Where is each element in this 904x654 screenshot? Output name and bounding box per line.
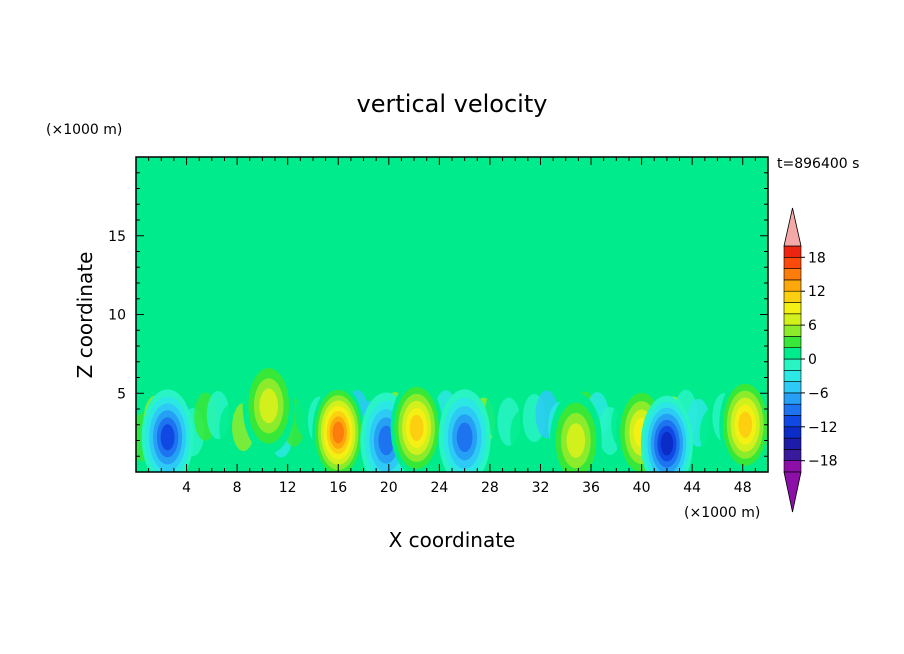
downdraft-core xyxy=(438,389,491,472)
updraft-core xyxy=(390,379,443,472)
x-tick-label: 40 xyxy=(633,480,651,496)
x-tick-label: 16 xyxy=(329,480,347,496)
colorbar-segment xyxy=(783,381,802,394)
weak-updraft-zone xyxy=(398,290,463,337)
colorbar-segment xyxy=(783,245,802,258)
updraft-core xyxy=(242,357,295,454)
updraft-contour xyxy=(738,411,753,438)
colorbar-under-triangle xyxy=(783,471,802,513)
colorbar: 18 12 6 0 −6 −12 −18 xyxy=(783,207,838,513)
colorbar-segment xyxy=(783,392,802,405)
weak-updraft-zone xyxy=(331,157,415,186)
x-tick-label: 32 xyxy=(532,480,550,496)
updraft-contour xyxy=(259,388,278,424)
colorbar-segment xyxy=(783,256,802,269)
colorbar-label: −6 xyxy=(808,386,829,402)
downdraft-contour xyxy=(378,425,395,456)
colorbar-label: 0 xyxy=(808,352,817,368)
x-tick-label: 48 xyxy=(734,480,752,496)
colorbar-segment xyxy=(783,279,802,292)
x-tick-label: 20 xyxy=(380,480,398,496)
weak-updraft-zone xyxy=(666,235,718,276)
colorbar-segment xyxy=(783,437,802,450)
weak-updraft-zone xyxy=(136,157,212,213)
x-tick-label: 8 xyxy=(233,480,242,496)
weak-updraft-zone xyxy=(560,246,648,283)
x-tick-label: 44 xyxy=(683,480,701,496)
downdraft-core xyxy=(141,389,194,472)
colorbar-label: −12 xyxy=(808,420,838,436)
x-tick-label: 12 xyxy=(279,480,297,496)
colorbar-segment xyxy=(783,449,802,461)
updraft-core xyxy=(549,392,602,472)
weak-updraft-zone xyxy=(742,196,768,276)
y-tick-label: 10 xyxy=(108,308,126,324)
y-axis-label: Z coordinate xyxy=(73,252,97,379)
colorbar-label: 12 xyxy=(808,284,826,300)
y-unit-label: (×1000 m) xyxy=(46,122,122,138)
y-tick-label: 15 xyxy=(108,229,126,245)
weak-updraft-zone xyxy=(257,204,326,260)
colorbar-segment xyxy=(783,415,802,428)
x-tick-label: 28 xyxy=(481,480,499,496)
colorbar-segment xyxy=(783,426,802,439)
y-axis: 5 10 15 xyxy=(108,172,768,457)
updraft-core xyxy=(719,376,768,472)
colorbar-segment xyxy=(783,369,802,382)
weak-updraft-zone xyxy=(414,212,493,280)
colorbar-label: −18 xyxy=(808,454,838,470)
x-unit-label: (×1000 m) xyxy=(684,505,760,521)
colorbar-segment xyxy=(783,336,802,348)
colorbar-segment xyxy=(783,268,802,281)
velocity-cells xyxy=(136,357,768,472)
colorbar-segment xyxy=(783,460,802,473)
colorbar-segment xyxy=(783,347,802,360)
x-axis-label: X coordinate xyxy=(389,528,516,552)
x-tick-label: 4 xyxy=(182,480,191,496)
x-axis: 4 8 12 16 20 24 28 32 36 40 44 48 xyxy=(148,157,756,496)
updraft-contour xyxy=(332,421,344,444)
y-tick-label: 5 xyxy=(117,386,126,402)
x-tick-label: 36 xyxy=(582,480,600,496)
weak-updraft-zone xyxy=(319,227,402,334)
updraft-contour xyxy=(566,423,586,458)
colorbar-label: 6 xyxy=(808,318,817,334)
plot-area xyxy=(136,157,768,472)
weak-updraft-zone xyxy=(266,267,320,328)
time-label: t=896400 s xyxy=(777,156,859,172)
updraft-core xyxy=(312,384,365,472)
downdraft-contour xyxy=(160,424,175,451)
weak-updraft-zone xyxy=(136,325,768,384)
downdraft-contour xyxy=(660,431,674,456)
weak-updraft-zone xyxy=(454,270,536,340)
x-tick-label: 24 xyxy=(430,480,448,496)
weak-updraft-zone xyxy=(136,246,244,334)
colorbar-segment xyxy=(783,290,802,303)
updraft-contour xyxy=(409,414,424,441)
colorbar-segment xyxy=(783,403,802,416)
colorbar-segment xyxy=(783,313,802,326)
weak-updraft-zone xyxy=(239,311,288,337)
chart-title: vertical velocity xyxy=(357,90,548,118)
weak-updraft-regions xyxy=(136,157,768,384)
colorbar-label: 18 xyxy=(808,250,826,266)
colorbar-segment xyxy=(783,358,802,371)
colorbar-segment xyxy=(783,324,802,337)
downdraft-core xyxy=(640,395,693,472)
downdraft-contour xyxy=(456,422,473,453)
colorbar-over-triangle xyxy=(783,207,802,247)
colorbar-segment xyxy=(783,302,802,315)
